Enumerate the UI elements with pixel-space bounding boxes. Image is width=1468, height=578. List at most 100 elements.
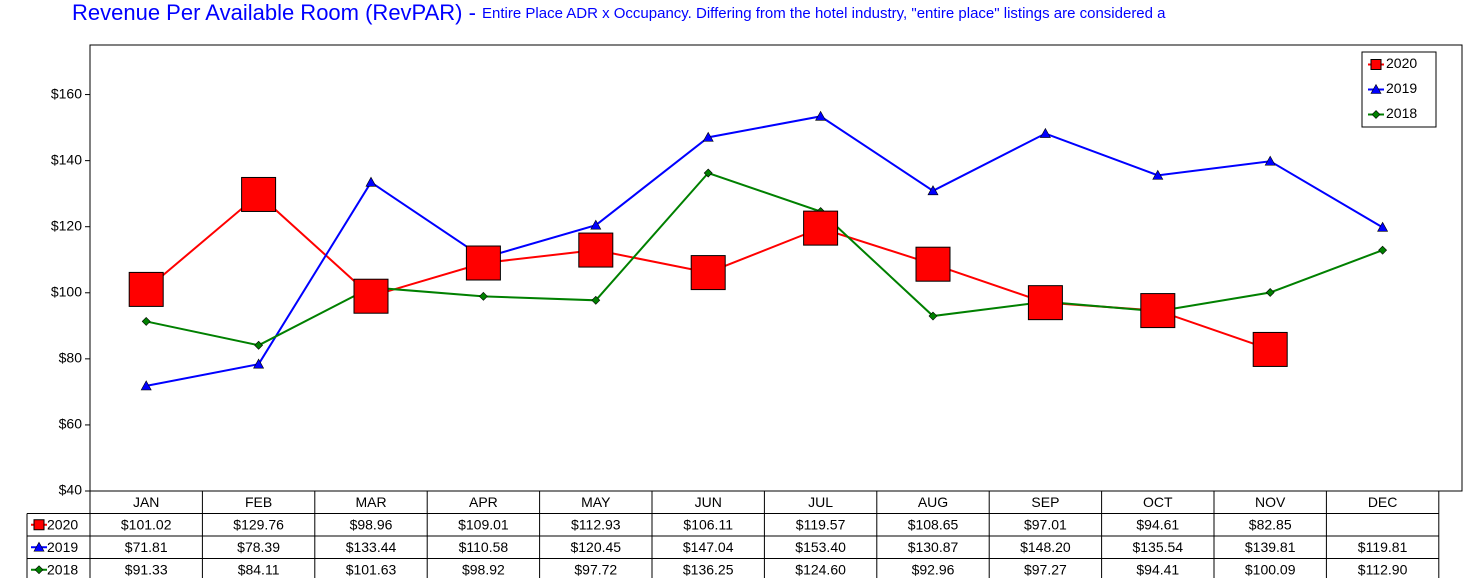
table-cell: $119.81 <box>1358 539 1408 555</box>
x-tick-label: FEB <box>245 494 272 510</box>
table-cell: $82.85 <box>1249 516 1292 532</box>
table-cell: $84.11 <box>238 561 280 577</box>
marker <box>590 219 602 230</box>
marker <box>803 210 839 246</box>
table-cell: $133.44 <box>346 539 397 555</box>
table-row-label: 2020 <box>47 516 78 532</box>
table-cell: $139.81 <box>1245 539 1296 555</box>
table-cell: $98.96 <box>350 516 393 532</box>
marker <box>1140 293 1176 329</box>
legend-marker <box>34 565 44 575</box>
table-cell: $112.93 <box>571 516 621 532</box>
marker <box>1252 331 1288 367</box>
y-tick-label: $140 <box>51 151 82 167</box>
table-cell: $112.90 <box>1358 561 1408 577</box>
table-cell: $94.61 <box>1136 516 1179 532</box>
table-row-label: 2019 <box>47 539 78 555</box>
table-cell: $91.33 <box>125 561 168 577</box>
table-cell: $120.45 <box>570 539 621 555</box>
series-line <box>146 115 1384 387</box>
table-cell: $153.40 <box>795 539 846 555</box>
y-tick-label: $120 <box>51 217 82 233</box>
marker <box>128 271 164 307</box>
x-tick-label: DEC <box>1368 494 1398 510</box>
table-cell: $101.02 <box>121 516 172 532</box>
marker <box>1027 285 1063 321</box>
table-cell: $71.81 <box>125 539 168 555</box>
table-cell: $106.11 <box>683 516 733 532</box>
marker <box>1265 288 1275 297</box>
marker <box>478 291 488 301</box>
marker <box>703 168 713 178</box>
legend-marker <box>33 541 45 552</box>
table-cell: $110.58 <box>459 539 509 555</box>
marker <box>241 176 277 212</box>
table-cell: $119.57 <box>796 516 846 532</box>
table-cell: $124.60 <box>795 561 846 577</box>
marker <box>915 246 951 282</box>
y-tick-label: $40 <box>59 482 83 498</box>
y-tick-label: $100 <box>51 283 82 299</box>
table-cell: $101.63 <box>346 561 397 577</box>
marker <box>1377 221 1389 232</box>
table-cell: $100.09 <box>1245 561 1296 577</box>
subtitle: Entire Place ADR x Occupancy. Differing … <box>482 5 1166 22</box>
table-cell: $92.96 <box>912 561 955 577</box>
legend-marker <box>1371 110 1381 119</box>
marker <box>365 176 377 187</box>
marker <box>253 358 265 369</box>
legend-marker <box>1370 83 1382 94</box>
legend-label: 2019 <box>1386 80 1417 96</box>
table-cell: $108.65 <box>908 516 959 532</box>
marker <box>591 295 601 305</box>
y-tick-label: $80 <box>59 350 83 366</box>
table-cell: $109.01 <box>458 516 509 532</box>
legend-marker <box>33 519 45 531</box>
y-tick-label: $60 <box>59 416 83 432</box>
plot-frame <box>89 44 1463 492</box>
x-tick-label: OCT <box>1143 494 1173 510</box>
table-cell: $97.01 <box>1024 516 1067 532</box>
marker <box>1264 155 1276 166</box>
x-tick-label: MAY <box>581 494 611 510</box>
marker <box>254 340 264 350</box>
marker <box>1039 127 1051 138</box>
marker <box>1152 169 1164 180</box>
table-cell: $136.25 <box>683 561 734 577</box>
x-tick-label: JAN <box>133 494 159 510</box>
x-tick-label: APR <box>469 494 498 510</box>
legend-label: 2018 <box>1386 105 1417 121</box>
table-cell: $147.04 <box>683 539 734 555</box>
marker <box>140 380 152 391</box>
marker <box>465 245 501 281</box>
marker <box>927 185 939 196</box>
table-cell: $78.39 <box>237 539 280 555</box>
x-tick-label: MAR <box>355 494 386 510</box>
table-cell: $135.54 <box>1132 539 1183 555</box>
legend-marker <box>1370 59 1382 70</box>
table-cell: $94.41 <box>1136 561 1179 577</box>
marker <box>578 232 614 268</box>
table-cell: $129.76 <box>233 516 284 532</box>
legend-label: 2020 <box>1386 55 1417 71</box>
y-tick-label: $160 <box>51 85 82 101</box>
table-cell: $97.72 <box>574 561 617 577</box>
table-row-label: 2018 <box>47 561 78 577</box>
series-line <box>145 171 1383 347</box>
table-cell: $97.27 <box>1024 561 1067 577</box>
marker <box>1378 245 1388 255</box>
x-tick-label: JUL <box>808 494 833 510</box>
marker <box>928 311 938 321</box>
title: Revenue Per Available Room (RevPAR) - <box>72 0 482 25</box>
x-tick-label: SEP <box>1031 494 1059 510</box>
x-tick-label: NOV <box>1255 494 1286 510</box>
marker <box>141 316 151 326</box>
x-tick-label: JUN <box>695 494 722 510</box>
marker <box>815 110 827 121</box>
table-cell: $148.20 <box>1020 539 1071 555</box>
chart-title: Revenue Per Available Room (RevPAR) - En… <box>72 0 1166 25</box>
marker <box>353 278 389 314</box>
marker <box>690 255 726 291</box>
table-cell: $130.87 <box>908 539 959 555</box>
